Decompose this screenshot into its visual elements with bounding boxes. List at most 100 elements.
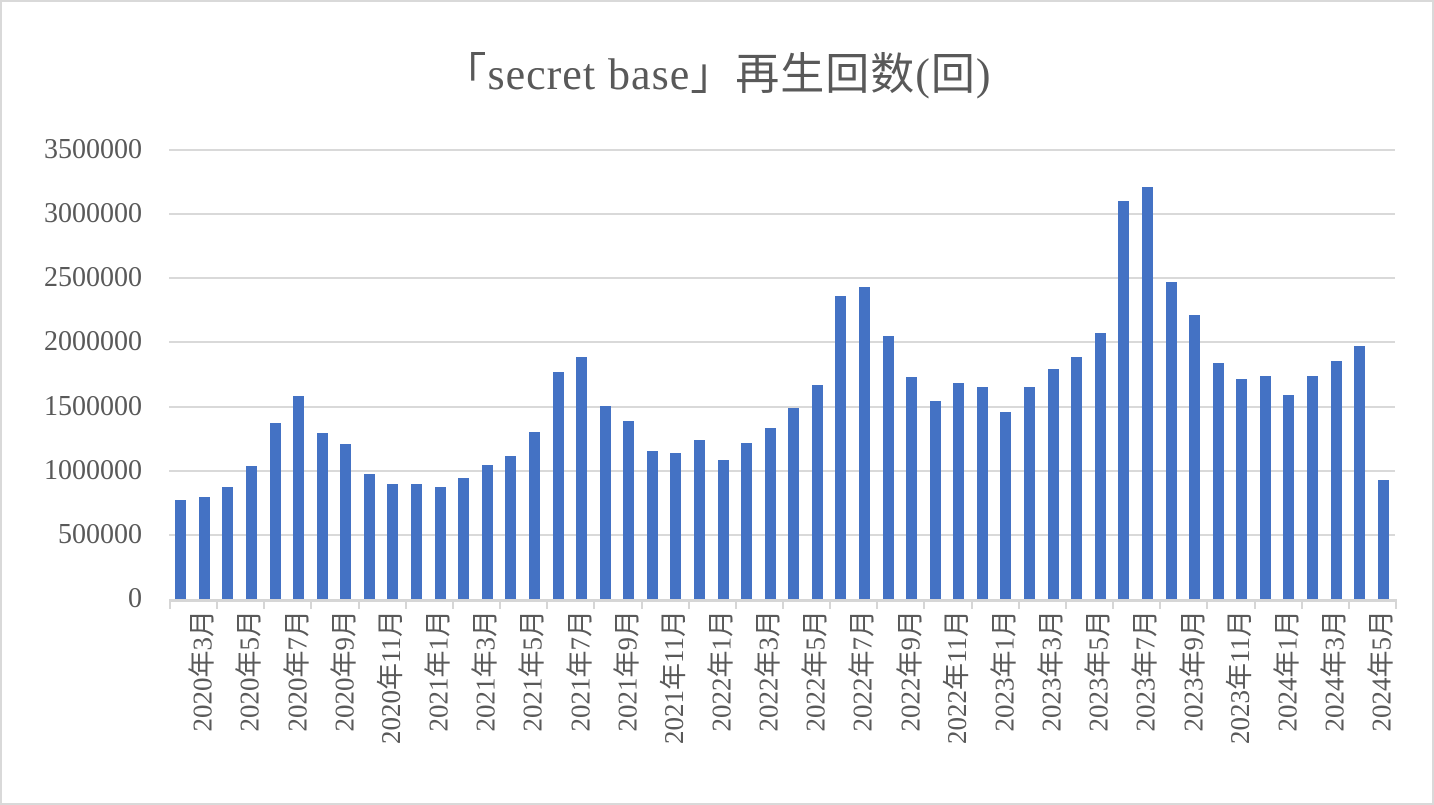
bar-2021年1月 (411, 484, 423, 599)
y-axis-tick-label: 2000000 (44, 326, 142, 358)
x-axis-tick (499, 599, 502, 609)
x-axis-label: 2021年1月 (423, 610, 454, 732)
x-axis-label: 2023年7月 (1130, 610, 1161, 732)
x-axis-label: 2022年7月 (847, 610, 878, 732)
bar-2023年3月 (1024, 386, 1036, 599)
bar-2024年5月 (1354, 346, 1366, 599)
x-axis-label: 2020年3月 (187, 610, 218, 732)
x-axis-label: 2020年7月 (282, 610, 313, 732)
bar-2020年8月 (293, 395, 305, 599)
bar-2022年8月 (859, 287, 871, 599)
x-axis-label: 2023年3月 (1036, 610, 1067, 732)
bar-2024年6月 (1377, 480, 1389, 599)
x-axis-label: 2021年3月 (470, 610, 501, 732)
bar-2022年3月 (741, 443, 753, 599)
gridline (169, 213, 1395, 216)
bar-2022年9月 (882, 336, 894, 599)
bar-2023年7月 (1118, 201, 1130, 599)
x-axis-tick (216, 599, 219, 609)
x-axis-tick (829, 599, 832, 609)
x-axis-label: 2022年3月 (753, 610, 784, 732)
bar-2021年5月 (505, 455, 517, 599)
x-axis-label: 2023年5月 (1083, 610, 1114, 732)
bar-2022年4月 (764, 427, 776, 599)
x-axis-tick (876, 599, 879, 609)
x-axis-label: 2022年9月 (895, 610, 926, 732)
bar-2022年10月 (906, 377, 918, 599)
bar-2020年7月 (269, 423, 281, 599)
bar-2021年7月 (552, 371, 564, 599)
x-axis-label: 2021年11月 (659, 610, 690, 744)
x-axis-tick (923, 599, 926, 609)
bar-2023年12月 (1236, 378, 1248, 599)
bar-2022年6月 (811, 385, 823, 599)
x-axis-label: 2024年1月 (1272, 610, 1303, 732)
x-axis-label: 2023年11月 (1225, 610, 1256, 744)
x-axis-tick (357, 599, 360, 609)
x-axis-tick (1347, 599, 1350, 609)
bar-2020年11月 (363, 473, 375, 599)
x-axis-label: 2024年5月 (1366, 610, 1397, 732)
bar-2024年4月 (1330, 361, 1342, 599)
x-axis-label: 2023年9月 (1178, 610, 1209, 732)
x-axis-tick (687, 599, 690, 609)
bar-2020年4月 (198, 497, 210, 599)
y-axis-tick-label: 3500000 (44, 134, 142, 165)
x-axis-label: 2020年9月 (329, 610, 360, 732)
bar-2020年10月 (340, 443, 352, 599)
x-axis-label: 2024年3月 (1319, 610, 1350, 732)
bar-2023年10月 (1189, 314, 1201, 599)
x-axis-label: 2021年7月 (565, 610, 596, 732)
x-axis-label: 2022年5月 (800, 610, 831, 732)
y-axis-tick-label: 1000000 (44, 454, 142, 486)
x-axis-tick (451, 599, 454, 609)
bar-2022年2月 (717, 459, 729, 599)
x-axis-tick (1017, 599, 1020, 609)
x-axis-tick (1395, 599, 1397, 609)
bar-2024年1月 (1259, 375, 1271, 599)
x-axis-tick (169, 599, 171, 609)
x-axis-tick (593, 599, 596, 609)
bar-2020年12月 (387, 483, 399, 599)
bar-2023年6月 (1094, 332, 1106, 599)
x-axis-tick (1112, 599, 1115, 609)
bar-2021年9月 (599, 405, 611, 599)
x-axis-tick (1206, 599, 1209, 609)
bar-2022年11月 (929, 401, 941, 599)
x-axis-tick (1159, 599, 1162, 609)
bar-2022年7月 (835, 295, 847, 599)
bar-2022年12月 (953, 382, 965, 599)
gridline (169, 405, 1395, 408)
y-axis-tick-label: 1500000 (44, 390, 142, 422)
bar-2023年8月 (1141, 186, 1153, 599)
x-axis-tick (546, 599, 549, 609)
gridline (169, 341, 1395, 344)
y-axis-tick-label: 3000000 (44, 198, 142, 230)
x-axis-tick (263, 599, 266, 609)
bar-2020年9月 (316, 432, 328, 599)
x-axis-tick (640, 599, 643, 609)
x-axis-label: 2021年9月 (612, 610, 643, 732)
gridline (169, 533, 1395, 536)
x-axis-tick (970, 599, 973, 609)
gridline (169, 277, 1395, 280)
chart-title: 「secret base」再生回数(回) (442, 50, 992, 99)
bar-2021年11月 (646, 451, 658, 599)
bar-2021年3月 (458, 477, 470, 599)
bar-2021年8月 (576, 357, 588, 599)
gridline (169, 149, 1395, 151)
x-axis-tick (1064, 599, 1067, 609)
bar-2021年4月 (481, 464, 493, 599)
bar-2021年12月 (670, 453, 682, 599)
x-axis-label: 2020年5月 (234, 610, 265, 732)
bar-2023年9月 (1165, 282, 1177, 599)
gridline (169, 469, 1395, 472)
y-axis-tick-label: 0 (128, 583, 142, 614)
x-axis-tick (1300, 599, 1303, 609)
x-axis-tick (782, 599, 784, 609)
y-axis-tick-label: 2500000 (44, 262, 142, 294)
x-axis-tick (310, 599, 313, 609)
bar-2024年2月 (1283, 395, 1295, 599)
